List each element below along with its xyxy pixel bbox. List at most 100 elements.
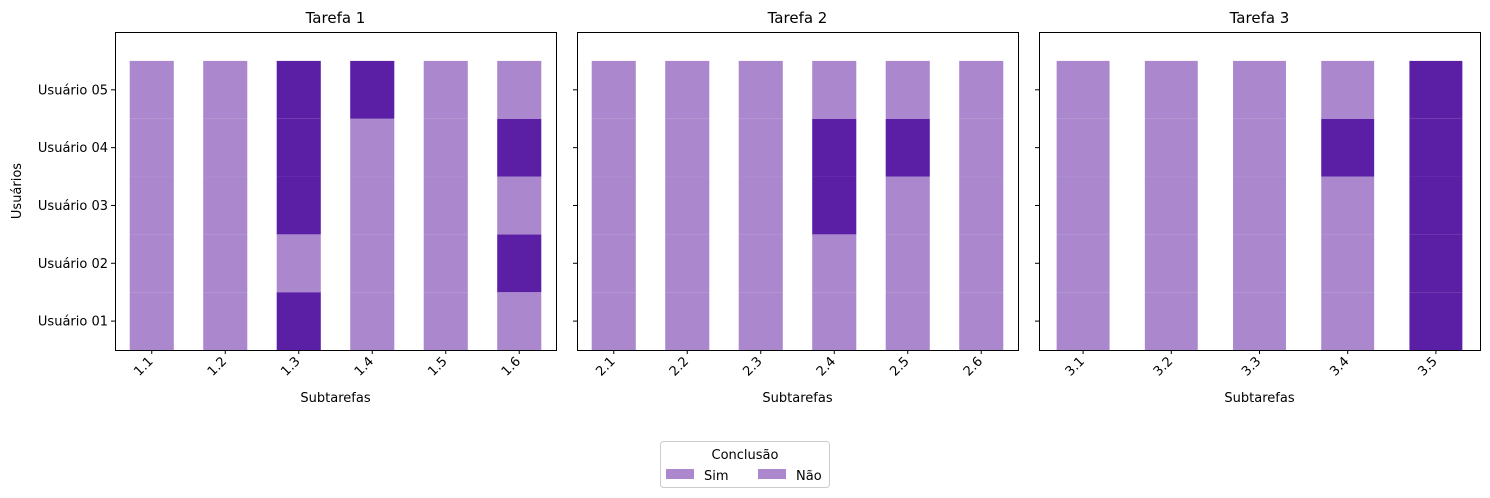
bar-segment-1.3-u3-nao [276, 176, 321, 235]
bar-segment-2.1-u3-sim [591, 176, 636, 235]
bar-segment-1.3-u4-nao [276, 118, 321, 177]
bar-segment-3.2-u4-sim [1144, 118, 1198, 177]
y-tick-label: Usuário 05 [38, 83, 108, 98]
x-tick-label: 1.3 [278, 354, 303, 379]
y-tick-label: Usuário 02 [38, 257, 108, 272]
y-axis-label: Usuários [10, 163, 25, 219]
bar-segment-3.4-u4-nao [1321, 118, 1375, 177]
bar-segment-3.2-u2-sim [1144, 234, 1198, 293]
x-tick-label: 1.4 [352, 354, 377, 379]
bar-segment-2.2-u2-sim [665, 234, 710, 293]
bar-segment-2.2-u3-sim [665, 176, 710, 235]
bar-segment-2.3-u4-sim [738, 118, 783, 177]
x-tick-label: 2.1 [593, 354, 618, 379]
bar-segment-1.6-u2-nao [497, 234, 542, 293]
bar-segment-3.3-u1-sim [1233, 292, 1286, 350]
bar-segment-3.4-u5-sim [1321, 60, 1375, 119]
chart-panels: Tarefa 1 1.1 1.2 1.3 1.4 1.5 1.6 Subtarefas Usuá… [10, 9, 1481, 406]
bar-segment-1.5-u2-sim [423, 234, 468, 293]
bar-segment-2.4-u5-sim [812, 60, 857, 119]
legend-title: Conclusão [712, 448, 779, 463]
bar-segment-3.5-u2-nao [1409, 234, 1463, 293]
bar-segment-3.3-u4-sim [1233, 118, 1286, 177]
bar-segment-3.3-u5-sim [1233, 60, 1286, 119]
bar-segment-1.2-u5-sim [203, 60, 248, 119]
bar-segment-1.1-u4-sim [129, 118, 174, 177]
bar-segment-1.5-u4-sim [423, 118, 468, 177]
x-tick-label: 3.1 [1063, 354, 1088, 379]
bar-segment-2.1-u4-sim [591, 118, 636, 177]
bar-segment-2.1-u1-sim [591, 292, 636, 350]
bar-segment-3.5-u1-nao [1409, 292, 1463, 350]
y-tick-label: Usuário 03 [38, 199, 108, 214]
axes-frame [115, 32, 557, 351]
panel-1: Tarefa 1 1.1 1.2 1.3 1.4 1.5 1.6 Subtarefas Usuá… [10, 9, 557, 406]
bar-segment-3.1-u4-sim [1056, 118, 1110, 177]
panel-title: Tarefa 2 [767, 9, 828, 27]
y-tick-label: Usuário 04 [38, 141, 108, 156]
bar-segment-2.4-u1-sim [812, 292, 857, 350]
x-axis-label: Subtarefas [762, 391, 832, 406]
x-tick-label: 2.5 [887, 354, 912, 379]
bar-segment-1.3-u1-nao [276, 292, 321, 350]
x-axis-label: Subtarefas [300, 391, 370, 406]
bar-segment-1.6-u5-sim [497, 60, 542, 119]
bar-segment-1.1-u3-sim [129, 176, 174, 235]
bar-segment-2.5-u4-nao [885, 118, 930, 177]
bar-segment-3.2-u1-sim [1144, 292, 1198, 350]
bar-segment-1.6-u1-sim [497, 292, 542, 350]
x-tick-label: 2.4 [814, 354, 839, 379]
bar-segment-1.2-u1-sim [203, 292, 248, 350]
bar-segment-2.3-u1-sim [738, 292, 783, 350]
legend: Conclusão Sim Não [660, 441, 830, 488]
legend-swatch-sim [666, 469, 694, 479]
legend-label-sim: Sim [704, 469, 729, 484]
bar-segment-2.4-u4-nao [812, 118, 857, 177]
bar-segment-1.5-u1-sim [423, 292, 468, 350]
bar-segment-3.3-u2-sim [1233, 234, 1286, 293]
x-axis-label: Subtarefas [1224, 391, 1294, 406]
bar-segment-3.5-u5-nao [1409, 60, 1463, 119]
y-tick-label: Usuário 01 [38, 315, 108, 330]
bar-segment-2.1-u2-sim [591, 234, 636, 293]
bar-segment-3.1-u2-sim [1056, 234, 1110, 293]
bar-segment-3.5-u3-nao [1409, 176, 1463, 235]
x-tick-label: 2.2 [667, 354, 692, 379]
bar-segment-3.4-u3-sim [1321, 176, 1375, 235]
bar-segment-1.2-u3-sim [203, 176, 248, 235]
bar-segment-1.4-u2-sim [350, 234, 395, 293]
bar-segment-2.6-u1-sim [959, 292, 1004, 350]
bar-segment-3.1-u1-sim [1056, 292, 1110, 350]
bar-segment-2.6-u2-sim [959, 234, 1004, 293]
x-tick-label: 1.5 [425, 354, 450, 379]
axes-frame [577, 32, 1019, 351]
bar-segment-2.5-u3-sim [885, 176, 930, 235]
panel-title: Tarefa 1 [305, 9, 366, 27]
panel-2: Tarefa 2 2.1 2.2 2.3 2.4 2.5 2.6 Subtarefas [573, 9, 1019, 406]
bar-segment-1.5-u5-sim [423, 60, 468, 119]
bar-segment-2.3-u5-sim [738, 60, 783, 119]
bar-segment-1.4-u1-sim [350, 292, 395, 350]
x-tick-label: 2.6 [961, 354, 986, 379]
bar-segment-3.1-u5-sim [1056, 60, 1110, 119]
bar-segment-2.3-u2-sim [738, 234, 783, 293]
bar-segment-2.1-u5-sim [591, 60, 636, 119]
legend-frame [660, 441, 830, 488]
panel-3: Tarefa 3 3.1 3.2 3.3 3.4 3.5 Subtarefas [1035, 9, 1481, 406]
x-tick-label: 3.5 [1415, 354, 1440, 379]
legend-swatch-nao [758, 469, 786, 479]
bar-segment-2.6-u3-sim [959, 176, 1004, 235]
bar-segment-1.4-u4-sim [350, 118, 395, 177]
panel-title: Tarefa 3 [1229, 9, 1290, 27]
bar-segment-3.4-u1-sim [1321, 292, 1375, 350]
bar-segment-1.1-u5-sim [129, 60, 174, 119]
bar-segment-3.1-u3-sim [1056, 176, 1110, 235]
bar-segment-2.2-u5-sim [665, 60, 710, 119]
x-tick-label: 1.6 [499, 354, 524, 379]
bar-segment-2.5-u1-sim [885, 292, 930, 350]
x-tick-label: 3.2 [1151, 354, 1176, 379]
x-tick-label: 3.4 [1327, 354, 1352, 379]
x-tick-label: 2.3 [740, 354, 765, 379]
bar-segment-1.2-u4-sim [203, 118, 248, 177]
